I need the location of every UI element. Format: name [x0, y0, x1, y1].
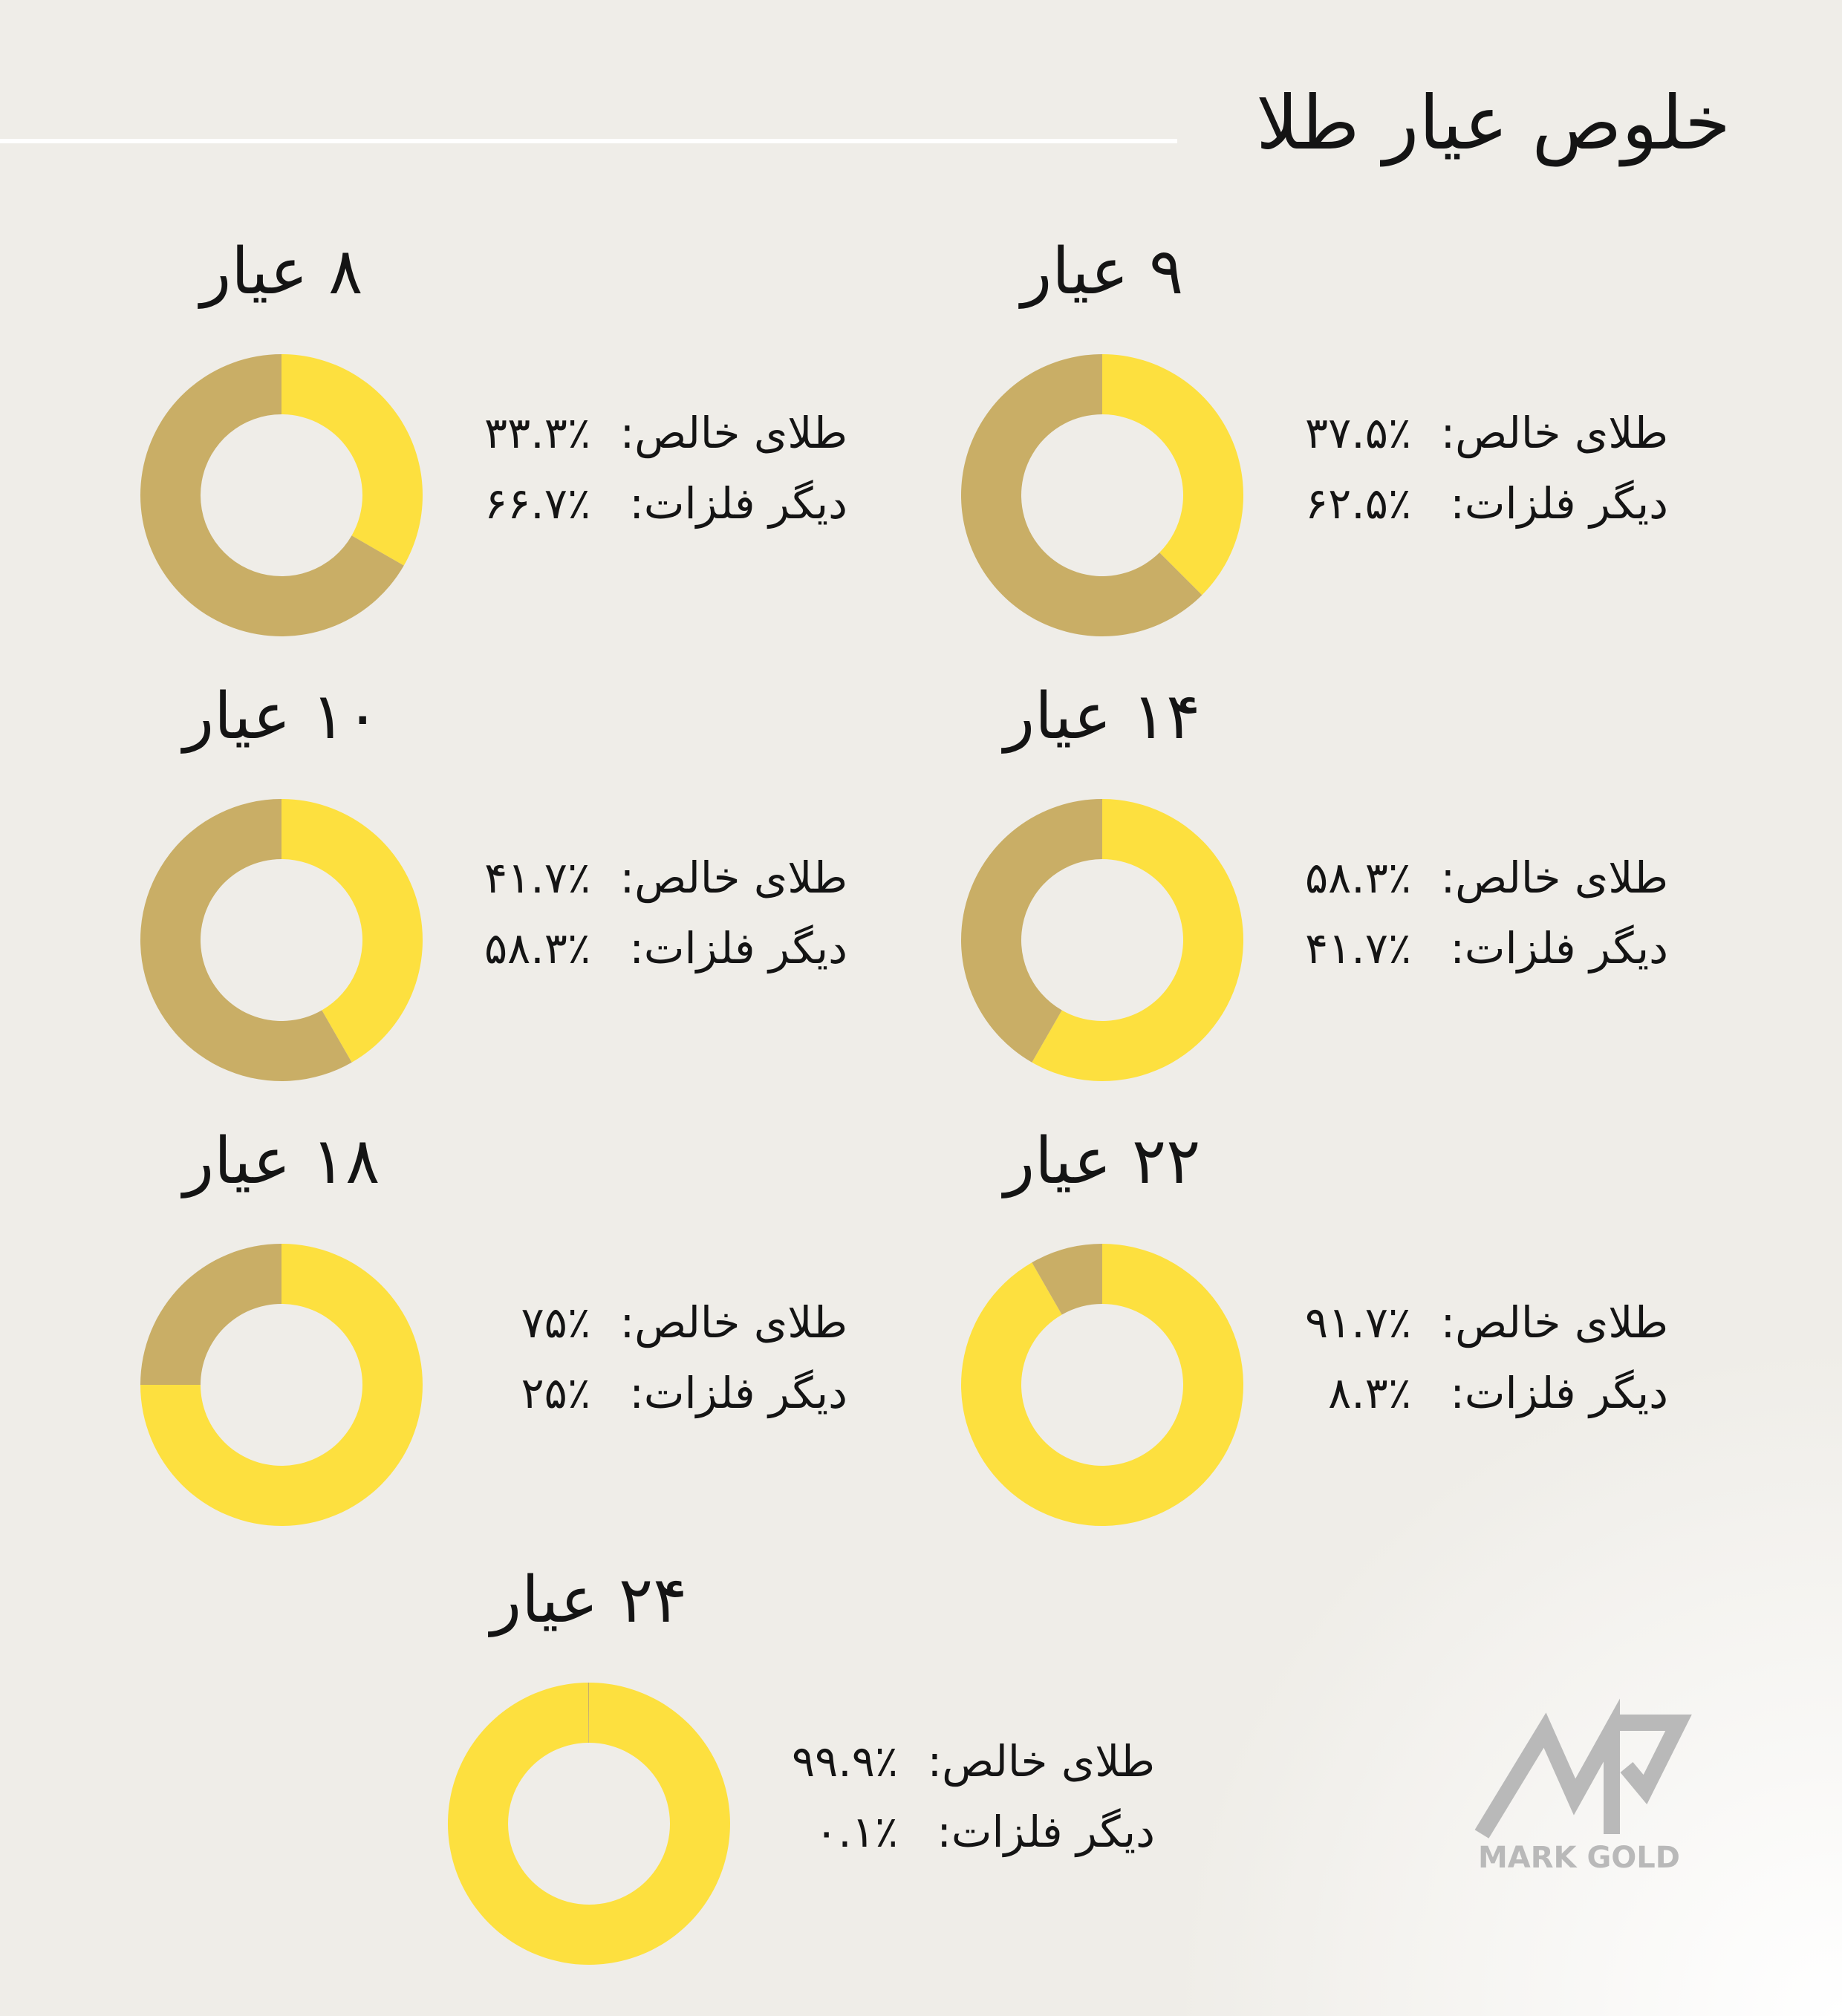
legend-label: طلای خالص:	[620, 408, 847, 459]
legend-label: دیگر فلزات:	[629, 1368, 847, 1419]
donut-slice	[140, 1244, 281, 1385]
donut-slice	[961, 799, 1102, 1063]
chart-title: ۱۴ عیار	[1001, 679, 1201, 754]
legend-label: طلای خالص:	[1441, 852, 1668, 904]
value-label: ۶۶.۷٪	[484, 478, 590, 529]
donut-slice	[1032, 1244, 1102, 1315]
chart-title: ۱۰ عیار	[180, 679, 380, 754]
logo-g	[1612, 1715, 1692, 1804]
chart-title: ۸ عیار	[198, 235, 363, 309]
value-label: ۳۳.۳٪	[484, 408, 590, 458]
donut-slice	[281, 354, 423, 566]
legend-label: دیگر فلزات:	[1450, 1368, 1668, 1419]
value-label: ۹۹.۹٪	[792, 1736, 898, 1787]
value-label: ۲۵٪	[521, 1368, 590, 1418]
legend-label: طلای خالص:	[620, 852, 847, 904]
legend-label: دیگر فلزات:	[629, 478, 847, 529]
legend-label: دیگر فلزات:	[629, 923, 847, 974]
value-label: ۵۸.۳٪	[1305, 852, 1411, 903]
legend-label: دیگر فلزات:	[937, 1807, 1155, 1858]
donut-slice	[281, 799, 423, 1063]
legend-label: دیگر فلزات:	[1450, 478, 1668, 529]
value-label: ۰.۱٪	[815, 1807, 898, 1857]
donut-slice	[588, 1683, 589, 1743]
logo	[1474, 1698, 1692, 1839]
chart-title: ۱۸ عیار	[180, 1124, 380, 1198]
value-label: ۵۸.۳٪	[484, 923, 590, 973]
value-label: ۸.۳٪	[1328, 1368, 1411, 1418]
value-label: ۹۱.۷٪	[1305, 1297, 1411, 1348]
value-label: ۶۲.۵٪	[1305, 478, 1411, 529]
value-label: ۴۱.۷٪	[1305, 923, 1411, 973]
value-label: ۴۱.۷٪	[484, 852, 590, 903]
value-label: ۳۷.۵٪	[1305, 408, 1411, 458]
donut-slice	[140, 799, 352, 1081]
logo-m	[1474, 1698, 1620, 1839]
legend-label: دیگر فلزات:	[1450, 923, 1668, 974]
donut-slice	[1032, 799, 1243, 1081]
legend-label: طلای خالص:	[1441, 408, 1668, 459]
logo-text: MARK GOLD	[1478, 1841, 1680, 1875]
legend-label: طلای خالص:	[620, 1297, 847, 1348]
donut-slice	[447, 1683, 730, 1966]
legend-label: طلای خالص:	[928, 1736, 1155, 1787]
value-label: ۷۵٪	[521, 1297, 590, 1348]
chart-title: ۲۲ عیار	[1001, 1124, 1201, 1198]
donut-slice	[140, 354, 404, 636]
donut-slice	[1102, 354, 1243, 596]
donut-slice	[140, 1244, 423, 1526]
legend-label: طلای خالص:	[1441, 1297, 1668, 1348]
donut-slice	[961, 354, 1202, 637]
chart-title: ۹ عیار	[1018, 235, 1184, 309]
donut-slice	[961, 1244, 1243, 1526]
chart-title: ۲۴ عیار	[488, 1563, 688, 1637]
page-title: خلوص عیار طلا	[1256, 79, 1731, 167]
